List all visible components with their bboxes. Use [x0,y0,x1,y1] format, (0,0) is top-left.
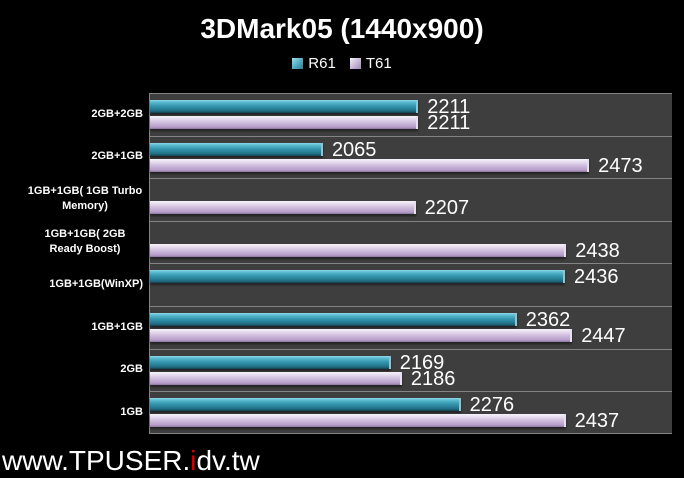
value-label: 2169 [399,351,445,374]
value-label: 2473 [598,154,643,177]
chart-row: 1GB+1GB 2362 2447 [0,305,672,349]
category-cell: 1GB+1GB( 2GB Ready Boost) [0,220,149,264]
value-label: 2211 [427,96,471,118]
bar-r61 [150,270,565,284]
bars-cell: 2065 2473 [149,135,672,179]
bars-cell: 2436 [149,263,672,306]
category-label: 1GB [120,405,143,418]
legend-item-t61: T61 [349,54,392,72]
bar-t61 [150,414,566,428]
chart-row: 2GB 2169 2186 [0,348,672,392]
chart-row: 1GB+1GB( 1GB Turbo Memory) 2207 [0,178,672,221]
value-label: 2362 [525,308,571,331]
value-label: 2211 [427,112,471,134]
category-label: 2GB+2GB [91,107,143,120]
category-label: 2GB+1GB [91,150,143,163]
chart-legend: R61 T61 [0,54,684,72]
value-label: 2186 [410,367,456,390]
chart-row: 1GB+1GB( 2GB Ready Boost) 2438 [0,220,672,264]
watermark-accent: i [190,445,197,476]
value-label: 2065 [331,138,377,161]
bar-r61 [150,312,517,326]
category-cell: 2GB+1GB [0,135,149,179]
plot-area: 2GB+2GB 2211 2211 2GB+1GB 2065 2473 1GB+1GB( 1… [0,93,672,434]
category-label: 1GB+1GB( 2GB Ready Boost) [44,227,126,256]
value-label: 2447 [581,324,626,347]
chart-row: 2GB+1GB 2065 2473 [0,135,672,179]
bars-cell: 2362 2447 [149,305,672,349]
bar-t61 [150,158,590,172]
value-label: 2438 [575,239,620,262]
category-label: 1GB+1GB [91,320,143,333]
bar-t61 [150,371,402,385]
category-label: 1GB+1GB( 1GB Turbo Memory) [27,185,143,213]
bars-cell: 2438 [149,220,672,264]
bar-t61 [150,328,573,342]
chart-row: 1GB 2276 2437 [0,391,672,434]
value-label: 2437 [574,410,620,433]
chart-row: 1GB+1GB(WinXP) 2436 [0,263,672,306]
chart-title: 3DMark05 (1440x900) [200,13,484,44]
category-cell: 2GB+2GB [0,93,149,136]
category-cell: 1GB+1GB [0,305,149,349]
bar-t61 [150,243,567,257]
category-cell: 1GB [0,391,149,434]
legend-label-r61: R61 [308,54,336,72]
bar-r61 [150,398,461,412]
bars-cell: 2169 2186 [149,348,672,392]
legend-item-r61: R61 [292,55,336,72]
category-cell: 1GB+1GB(WinXP) [0,263,149,306]
watermark: www.TPUSER.idv.tw [2,445,260,477]
category-label: 2GB [120,363,143,376]
bars-cell: 2211 2211 [149,93,672,136]
category-cell: 1GB+1GB( 1GB Turbo Memory) [0,178,149,221]
bars-cell: 2207 [149,178,672,221]
watermark-suffix: dv.tw [196,445,260,476]
bar-t61 [150,116,419,129]
value-label: 2436 [573,266,619,289]
value-label: 2276 [469,394,515,417]
bar-r61 [150,100,419,113]
bar-r61 [150,142,323,156]
value-label: 2207 [424,197,470,220]
category-cell: 2GB [0,348,149,392]
bar-r61 [150,355,391,369]
t61-swatch-icon [349,57,361,69]
legend-label-t61: T61 [365,54,392,72]
chart-row: 2GB+2GB 2211 2211 [0,93,672,136]
r61-swatch-icon [292,57,304,69]
watermark-prefix: www.TPUSER. [2,445,191,476]
bars-cell: 2276 2437 [149,391,672,434]
category-label: 1GB+1GB(WinXP) [49,277,143,290]
bar-t61 [150,201,416,215]
